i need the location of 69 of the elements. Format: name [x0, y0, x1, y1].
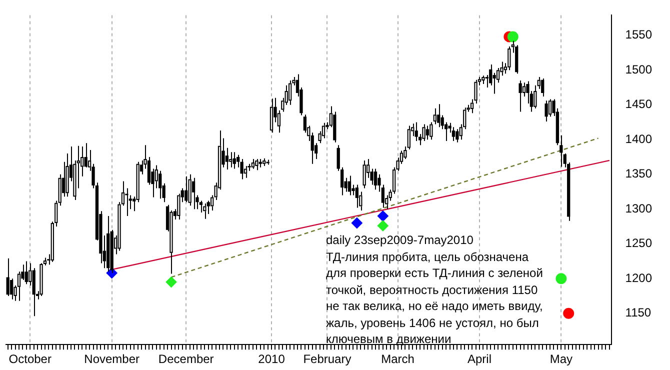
candlestick	[362, 160, 366, 189]
candlestick	[17, 271, 21, 302]
x-tick-label: March	[381, 352, 414, 366]
y-tick-label: 1250	[625, 236, 652, 250]
candlestick	[560, 134, 563, 168]
candlestick	[456, 128, 459, 143]
candlestick	[251, 158, 255, 170]
candlestick	[426, 125, 430, 140]
candlestick	[240, 158, 244, 180]
candlestick	[489, 64, 492, 86]
y-tick-label: 1550	[625, 28, 652, 42]
x-tick-label: February	[303, 352, 352, 366]
candlestick	[541, 78, 544, 98]
y-tick-label: 1200	[625, 270, 652, 285]
candlestick	[322, 122, 326, 139]
candlestick	[414, 122, 418, 142]
candlestick	[10, 278, 14, 300]
x-tick-label: November	[84, 352, 140, 366]
candlestick	[184, 176, 188, 203]
point	[507, 31, 518, 42]
y-tick-label: 1350	[625, 166, 652, 181]
candlestick	[225, 147, 229, 170]
y-tick-label: 1150	[625, 306, 652, 320]
candlestick	[422, 124, 426, 142]
candlestick	[84, 142, 88, 168]
point	[377, 210, 388, 222]
point	[377, 220, 388, 232]
point	[166, 276, 177, 288]
candlestick	[433, 108, 436, 125]
candlestick	[66, 152, 69, 198]
candlestick	[355, 184, 359, 208]
candlestick	[548, 98, 552, 118]
candlestick	[255, 158, 258, 171]
y-tick-label: 1450	[625, 97, 652, 112]
y-tick-label: 1400	[625, 132, 652, 146]
x-tick-label: October	[8, 352, 52, 366]
point	[351, 217, 362, 228]
y-tick-label: 1500	[625, 62, 652, 76]
candlestick	[188, 174, 192, 206]
candlestick	[6, 258, 10, 296]
candlestick	[24, 260, 28, 285]
candlestick	[270, 98, 274, 134]
y-tick-label: 1300	[625, 201, 652, 216]
candlestick	[288, 80, 292, 106]
candlestick	[522, 82, 526, 98]
candlestick	[348, 175, 352, 196]
x-tick-label: 2010	[258, 352, 286, 366]
annotation: daily 23sep2009-7may2010 ТД-линия пробита, цель обозначена для проверки есть ТД-линия с зеленой точкой, вероятность достижения 1150 не так велика, но её надо иметь ввиду, жаль, уровень 1406 не устоял, но был ключевым в движении	[326, 232, 543, 348]
candlestick	[244, 166, 248, 178]
candlestick	[40, 262, 43, 296]
x-tick-label: April	[467, 352, 492, 366]
candlestick	[437, 104, 440, 128]
candlestick	[303, 114, 307, 134]
x-tick-label: May	[550, 352, 573, 366]
candlestick	[232, 152, 236, 170]
candlestick	[452, 126, 456, 142]
candlestick	[544, 100, 548, 122]
candlestick	[374, 168, 378, 190]
candlestick	[203, 203, 206, 220]
candlestick	[192, 177, 196, 210]
candlestick	[352, 184, 355, 196]
candlestick	[492, 72, 496, 94]
candlestick	[229, 152, 232, 168]
candlestick	[508, 46, 511, 71]
point	[556, 273, 567, 284]
candlestick	[430, 122, 433, 140]
point	[563, 308, 574, 319]
x-tick-label: December	[158, 352, 214, 366]
candlestick	[518, 80, 522, 112]
